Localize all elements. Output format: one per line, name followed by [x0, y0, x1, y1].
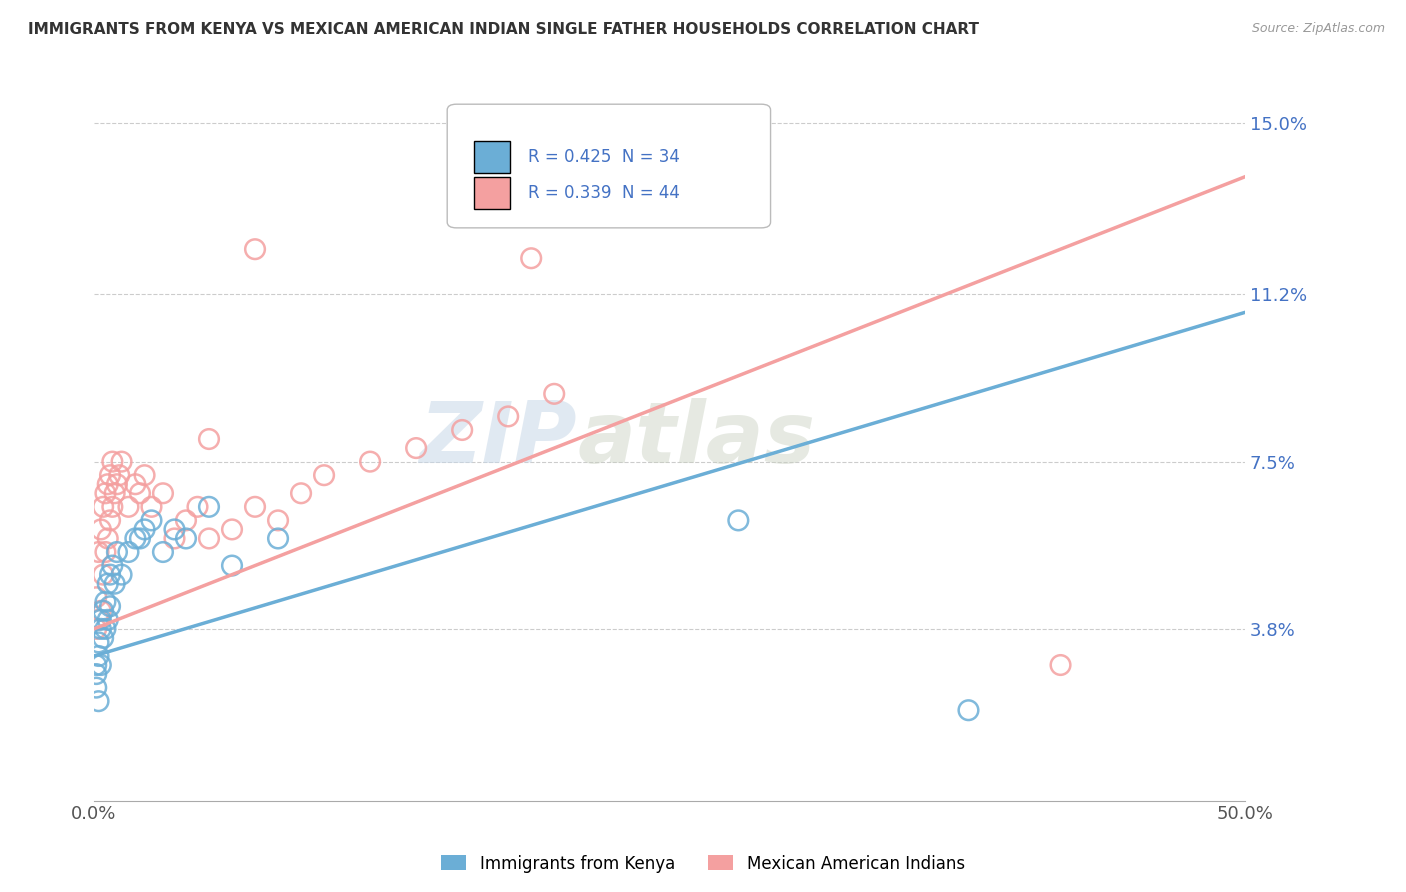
Point — [84, 681, 107, 695]
Point — [198, 532, 221, 546]
Point — [174, 513, 197, 527]
Point — [110, 567, 132, 582]
Point — [124, 532, 146, 546]
Point — [105, 477, 128, 491]
Point — [90, 658, 112, 673]
Point — [243, 242, 266, 256]
Point — [90, 622, 112, 636]
Point — [104, 576, 127, 591]
Point — [405, 441, 427, 455]
Point — [101, 558, 124, 573]
Point — [152, 486, 174, 500]
Point — [110, 455, 132, 469]
Point — [141, 513, 163, 527]
Text: Source: ZipAtlas.com: Source: ZipAtlas.com — [1251, 22, 1385, 36]
Point — [186, 500, 208, 514]
Point — [94, 622, 117, 636]
Point — [117, 500, 139, 514]
Point — [267, 513, 290, 527]
Point — [87, 613, 110, 627]
Point — [91, 567, 114, 582]
Point — [94, 486, 117, 500]
Point — [87, 694, 110, 708]
Point — [98, 468, 121, 483]
Text: atlas: atlas — [578, 398, 815, 481]
Point — [152, 545, 174, 559]
Point — [98, 567, 121, 582]
Point — [957, 703, 980, 717]
Point — [94, 595, 117, 609]
Point — [84, 667, 107, 681]
Point — [129, 486, 152, 500]
Point — [134, 468, 156, 483]
Point — [198, 500, 221, 514]
Point — [84, 658, 107, 673]
Point — [94, 545, 117, 559]
Point — [134, 523, 156, 537]
Point — [90, 523, 112, 537]
Point — [141, 500, 163, 514]
Point — [87, 648, 110, 663]
Point — [243, 500, 266, 514]
Point — [108, 468, 131, 483]
Point — [87, 545, 110, 559]
Point — [727, 513, 749, 527]
Point — [174, 532, 197, 546]
Point — [221, 558, 243, 573]
Point — [359, 455, 381, 469]
Point — [97, 613, 120, 627]
Point — [198, 432, 221, 446]
Text: R = 0.425  N = 34: R = 0.425 N = 34 — [527, 148, 679, 166]
Point — [117, 545, 139, 559]
Point — [520, 252, 543, 266]
Point — [98, 599, 121, 614]
Point — [90, 613, 112, 627]
FancyBboxPatch shape — [474, 177, 510, 210]
Point — [496, 409, 519, 424]
Point — [163, 532, 186, 546]
Point — [101, 500, 124, 514]
Point — [91, 631, 114, 645]
Point — [105, 545, 128, 559]
Point — [290, 486, 312, 500]
Point — [543, 387, 565, 401]
Text: R = 0.339  N = 44: R = 0.339 N = 44 — [527, 184, 679, 202]
Point — [221, 523, 243, 537]
Text: ZIP: ZIP — [419, 398, 578, 481]
FancyBboxPatch shape — [474, 141, 510, 173]
Point — [97, 576, 120, 591]
Point — [451, 423, 474, 437]
Point — [97, 477, 120, 491]
FancyBboxPatch shape — [447, 104, 770, 227]
Legend: Immigrants from Kenya, Mexican American Indians: Immigrants from Kenya, Mexican American … — [434, 848, 972, 880]
Point — [124, 477, 146, 491]
Point — [104, 486, 127, 500]
Point — [84, 591, 107, 605]
Point — [91, 604, 114, 618]
Point — [101, 455, 124, 469]
Point — [91, 500, 114, 514]
Point — [129, 532, 152, 546]
Point — [312, 468, 335, 483]
Point — [267, 532, 290, 546]
Point — [87, 635, 110, 649]
Point — [163, 523, 186, 537]
Point — [90, 604, 112, 618]
Point — [1049, 658, 1071, 673]
Point — [84, 622, 107, 636]
Point — [98, 513, 121, 527]
Point — [97, 532, 120, 546]
Text: IMMIGRANTS FROM KENYA VS MEXICAN AMERICAN INDIAN SINGLE FATHER HOUSEHOLDS CORREL: IMMIGRANTS FROM KENYA VS MEXICAN AMERICA… — [28, 22, 979, 37]
